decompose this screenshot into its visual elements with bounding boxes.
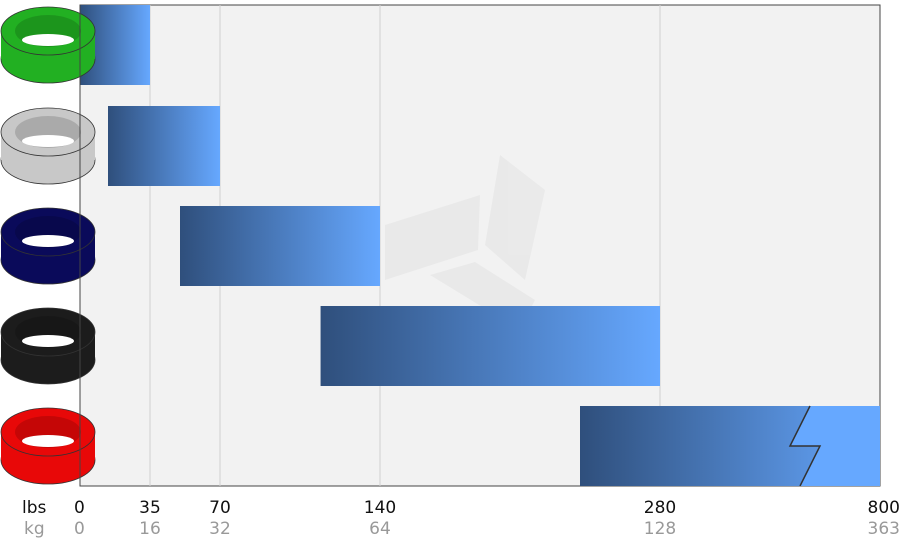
ring-top <box>0 407 96 457</box>
ring-icon <box>0 307 96 385</box>
x-tick-label: 140 <box>364 498 396 518</box>
x2-tick-label: 16 <box>139 519 161 539</box>
ring-top <box>0 207 96 257</box>
x2-unit: kg <box>24 519 45 539</box>
x-tick-label: 280 <box>644 498 676 518</box>
ring-hole <box>22 235 74 247</box>
ring-top <box>0 6 96 56</box>
ring-icon <box>0 207 96 285</box>
ring-hole <box>22 435 74 447</box>
ring-icon <box>0 6 96 84</box>
x-tick-label: 0 <box>74 498 85 518</box>
bar <box>320 306 660 386</box>
ring-hole <box>22 135 74 147</box>
ring-top <box>0 107 96 157</box>
x-unit: lbs <box>22 498 47 518</box>
x-tick-label: 35 <box>139 498 161 518</box>
axis-break-line <box>788 405 822 487</box>
axis-break <box>790 406 880 486</box>
x2-tick-label: 64 <box>369 519 391 539</box>
x2-tick-label: 0 <box>74 519 85 539</box>
x-tick-label: 800 <box>868 498 900 518</box>
x2-tick-label: 32 <box>209 519 231 539</box>
x2-tick-label: 363 <box>868 519 900 539</box>
bar <box>180 206 380 286</box>
ring-hole <box>22 335 74 347</box>
x2-tick-label: 128 <box>644 519 676 539</box>
x-tick-label: 70 <box>209 498 231 518</box>
ring-icon <box>0 407 96 485</box>
ring-icon <box>0 107 96 185</box>
bar <box>108 106 220 186</box>
ring-hole <box>22 34 74 46</box>
ring-top <box>0 307 96 357</box>
